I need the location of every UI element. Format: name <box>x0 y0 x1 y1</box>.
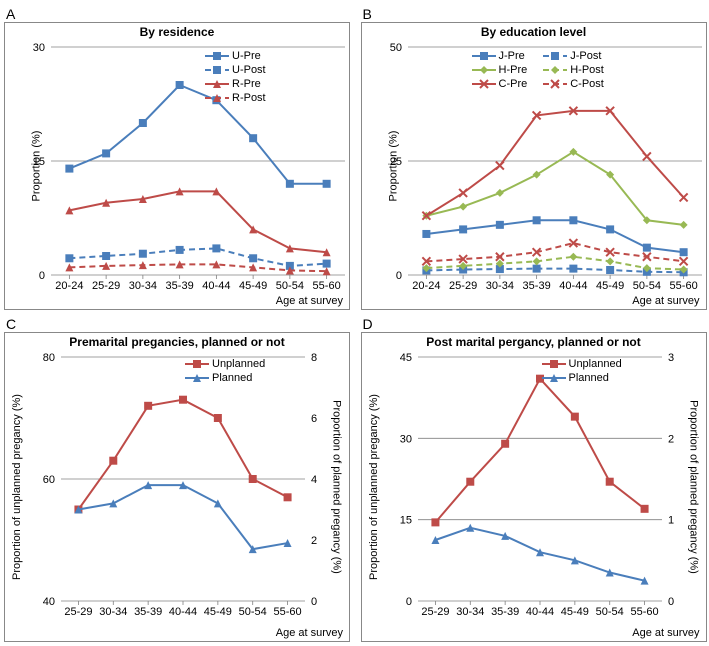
svg-text:0: 0 <box>311 596 317 608</box>
svg-text:80: 80 <box>43 352 55 364</box>
legend-item: Unplanned <box>542 357 622 371</box>
svg-text:55-60: 55-60 <box>669 280 697 292</box>
svg-text:25-29: 25-29 <box>449 280 477 292</box>
legend-item: R-Pre <box>205 77 266 91</box>
svg-text:30-34: 30-34 <box>485 280 513 292</box>
svg-text:45-49: 45-49 <box>204 606 232 618</box>
svg-text:25-29: 25-29 <box>64 606 92 618</box>
panel-B: B By education level0255020-2425-2930-34… <box>361 4 709 310</box>
svg-text:20-24: 20-24 <box>55 280 83 292</box>
legend-item: J-Post <box>543 49 604 63</box>
svg-text:45: 45 <box>399 352 411 364</box>
svg-text:0: 0 <box>668 596 674 608</box>
legend: J-Pre J-Post H-Pre H-Post C-Pre C-Post <box>472 49 604 91</box>
svg-text:40-44: 40-44 <box>559 280 587 292</box>
chart-A: By residence0153020-2425-2930-3435-3940-… <box>4 22 350 310</box>
chart-title: By education level <box>362 25 706 39</box>
svg-text:2: 2 <box>311 535 317 547</box>
chart-title: Premarital pregancies, planned or not <box>5 335 349 349</box>
svg-text:35-39: 35-39 <box>134 606 162 618</box>
svg-text:40: 40 <box>43 596 55 608</box>
panel-A-label: A <box>6 6 15 22</box>
svg-text:8: 8 <box>311 352 317 364</box>
legend: U-PreU-PostR-PreR-Post <box>205 49 266 105</box>
chart-title: Post marital pergancy, planned or not <box>362 335 706 349</box>
svg-text:35-39: 35-39 <box>491 606 519 618</box>
svg-text:60: 60 <box>43 474 55 486</box>
svg-text:45-49: 45-49 <box>596 280 624 292</box>
legend-item: C-Pre <box>472 77 528 91</box>
legend-item: U-Pre <box>205 49 266 63</box>
legend-item: Planned <box>542 371 622 385</box>
y-axis-left-label: Proportion of unplanned pregancy (%) <box>374 333 386 641</box>
panel-D: D Post marital pergancy, planned or not 0… <box>361 314 709 642</box>
svg-text:0: 0 <box>405 596 411 608</box>
legend-item: R-Post <box>205 91 266 105</box>
svg-text:45-49: 45-49 <box>560 606 588 618</box>
legend-item: Planned <box>185 371 265 385</box>
svg-text:50-54: 50-54 <box>632 280 660 292</box>
panel-D-label: D <box>363 316 373 332</box>
svg-text:55-60: 55-60 <box>630 606 658 618</box>
legend-item: H-Post <box>543 63 604 77</box>
svg-text:40-44: 40-44 <box>169 606 197 618</box>
svg-text:30: 30 <box>399 433 411 445</box>
svg-text:55-60: 55-60 <box>274 606 302 618</box>
svg-text:30-34: 30-34 <box>99 606 127 618</box>
x-axis-label: Age at survey <box>632 295 699 307</box>
chart-C: Premarital pregancies, planned or not406… <box>4 332 350 642</box>
chart-B: By education level0255020-2425-2930-3435… <box>361 22 707 310</box>
svg-text:30: 30 <box>33 42 45 54</box>
svg-text:1: 1 <box>668 515 674 527</box>
chart-title: By residence <box>5 25 349 39</box>
svg-text:15: 15 <box>399 515 411 527</box>
y-axis-left-label: Proportion of unplanned pregancy (%) <box>17 333 29 641</box>
svg-text:4: 4 <box>311 474 317 486</box>
panel-A: A By residence0153020-2425-2930-3435-394… <box>4 4 357 310</box>
svg-text:3: 3 <box>668 352 674 364</box>
svg-text:35-39: 35-39 <box>166 280 194 292</box>
chart-grid: A By residence0153020-2425-2930-3435-394… <box>4 4 709 642</box>
svg-text:50-54: 50-54 <box>239 606 267 618</box>
panel-C: C Premarital pregancies, planned or not 4… <box>4 314 357 642</box>
svg-text:45-49: 45-49 <box>239 280 267 292</box>
legend-item: H-Pre <box>472 63 528 77</box>
svg-text:50: 50 <box>389 42 401 54</box>
legend-item: U-Post <box>205 63 266 77</box>
svg-text:30-34: 30-34 <box>129 280 157 292</box>
svg-text:25-29: 25-29 <box>421 606 449 618</box>
panel-B-label: B <box>363 6 372 22</box>
svg-text:50-54: 50-54 <box>276 280 304 292</box>
y-axis-label: Proportion (%) <box>30 131 42 202</box>
y-axis-right-label: Proportion of planned pregancy (%) <box>325 333 337 641</box>
y-axis-label: Proportion (%) <box>387 131 399 202</box>
svg-text:40-44: 40-44 <box>202 280 230 292</box>
svg-text:2: 2 <box>668 433 674 445</box>
chart-D: Post marital pergancy, planned or not015… <box>361 332 707 642</box>
svg-text:50-54: 50-54 <box>595 606 623 618</box>
y-axis-right-label: Proportion of planned pregancy (%) <box>682 333 694 641</box>
legend-item: C-Post <box>543 77 604 91</box>
svg-text:30-34: 30-34 <box>456 606 484 618</box>
legend-item: Unplanned <box>185 357 265 371</box>
svg-text:20-24: 20-24 <box>412 280 440 292</box>
legend: UnplannedPlanned <box>542 357 622 385</box>
svg-text:40-44: 40-44 <box>525 606 553 618</box>
legend-item: J-Pre <box>472 49 528 63</box>
svg-text:55-60: 55-60 <box>313 280 341 292</box>
svg-text:25-29: 25-29 <box>92 280 120 292</box>
svg-text:0: 0 <box>39 270 45 282</box>
x-axis-label: Age at survey <box>276 295 343 307</box>
svg-text:0: 0 <box>395 270 401 282</box>
svg-text:35-39: 35-39 <box>522 280 550 292</box>
legend: UnplannedPlanned <box>185 357 265 385</box>
svg-text:6: 6 <box>311 413 317 425</box>
panel-C-label: C <box>6 316 16 332</box>
